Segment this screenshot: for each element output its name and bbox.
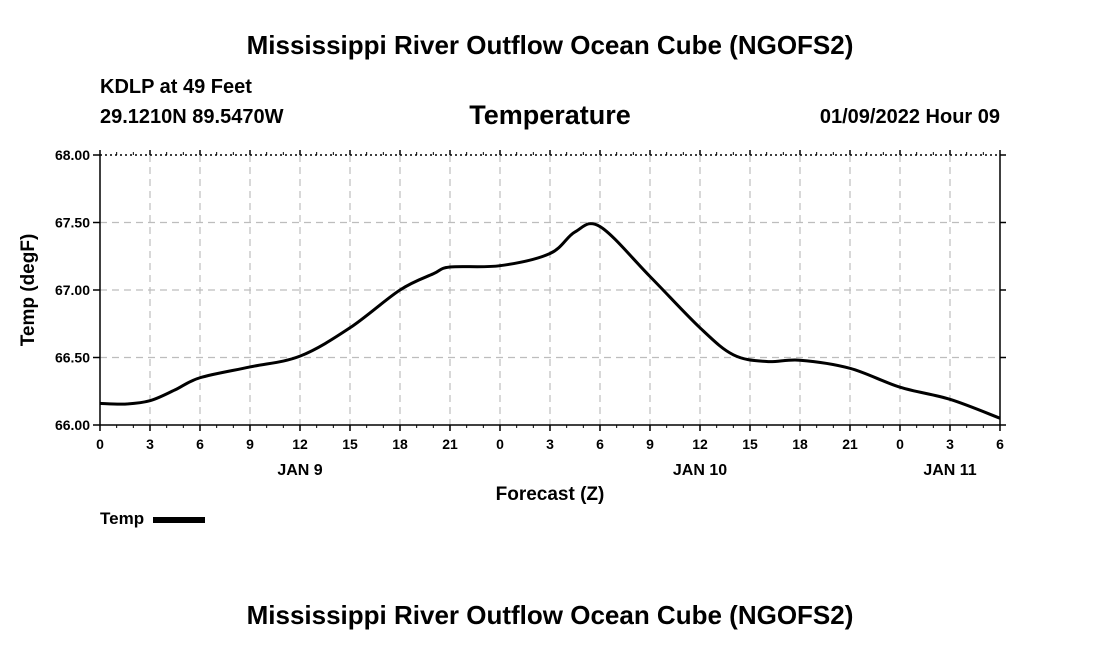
station-label: KDLP at 49 Feet (100, 76, 252, 98)
y-axis-label: Temp (degF) (18, 234, 39, 347)
x-tick-label: 15 (342, 436, 358, 452)
x-axis-label: Forecast (Z) (496, 484, 605, 505)
legend-line-swatch (153, 517, 206, 523)
x-tick-label: 9 (646, 436, 654, 452)
y-tick-label: 67.50 (55, 215, 90, 231)
day-label: JAN 10 (673, 462, 727, 479)
x-tick-label: 15 (742, 436, 758, 452)
legend: Temp (100, 509, 206, 529)
x-tick-label: 3 (946, 436, 954, 452)
bottom-chart-title: Mississippi River Outflow Ocean Cube (NG… (246, 600, 854, 630)
y-tick-label: 66.50 (55, 350, 90, 366)
x-tick-label: 6 (996, 436, 1004, 452)
legend-label: Temp (100, 509, 145, 528)
series-line-temp (99, 222, 1001, 420)
coordinates-label: 29.1210N 89.5470W (100, 106, 284, 128)
x-tick-label: 3 (546, 436, 554, 452)
y-tick-label: 66.00 (55, 417, 90, 433)
y-tick-label: 67.00 (55, 282, 90, 298)
x-tick-label: 3 (146, 436, 154, 452)
day-label: JAN 11 (923, 462, 976, 479)
x-tick-label: 18 (792, 436, 808, 452)
x-tick-label: 21 (842, 436, 858, 452)
x-tick-label: 0 (896, 436, 904, 452)
x-tick-label: 12 (692, 436, 708, 452)
y-tick-label: 68.00 (55, 147, 90, 163)
day-label: JAN 9 (277, 462, 322, 479)
x-tick-label: 18 (392, 436, 408, 452)
x-tick-label: 0 (96, 436, 104, 452)
x-tick-label: 12 (292, 436, 308, 452)
x-tick-label: 0 (496, 436, 504, 452)
forecast-date-label: 01/09/2022 Hour 09 (819, 106, 1000, 128)
x-tick-label: 9 (246, 436, 254, 452)
x-tick-label: 6 (596, 436, 604, 452)
x-tick-label: 6 (196, 436, 204, 452)
chart-title: Mississippi River Outflow Ocean Cube (NG… (246, 30, 854, 60)
chart-subtitle: Temperature (469, 100, 631, 130)
x-tick-label: 21 (442, 436, 458, 452)
